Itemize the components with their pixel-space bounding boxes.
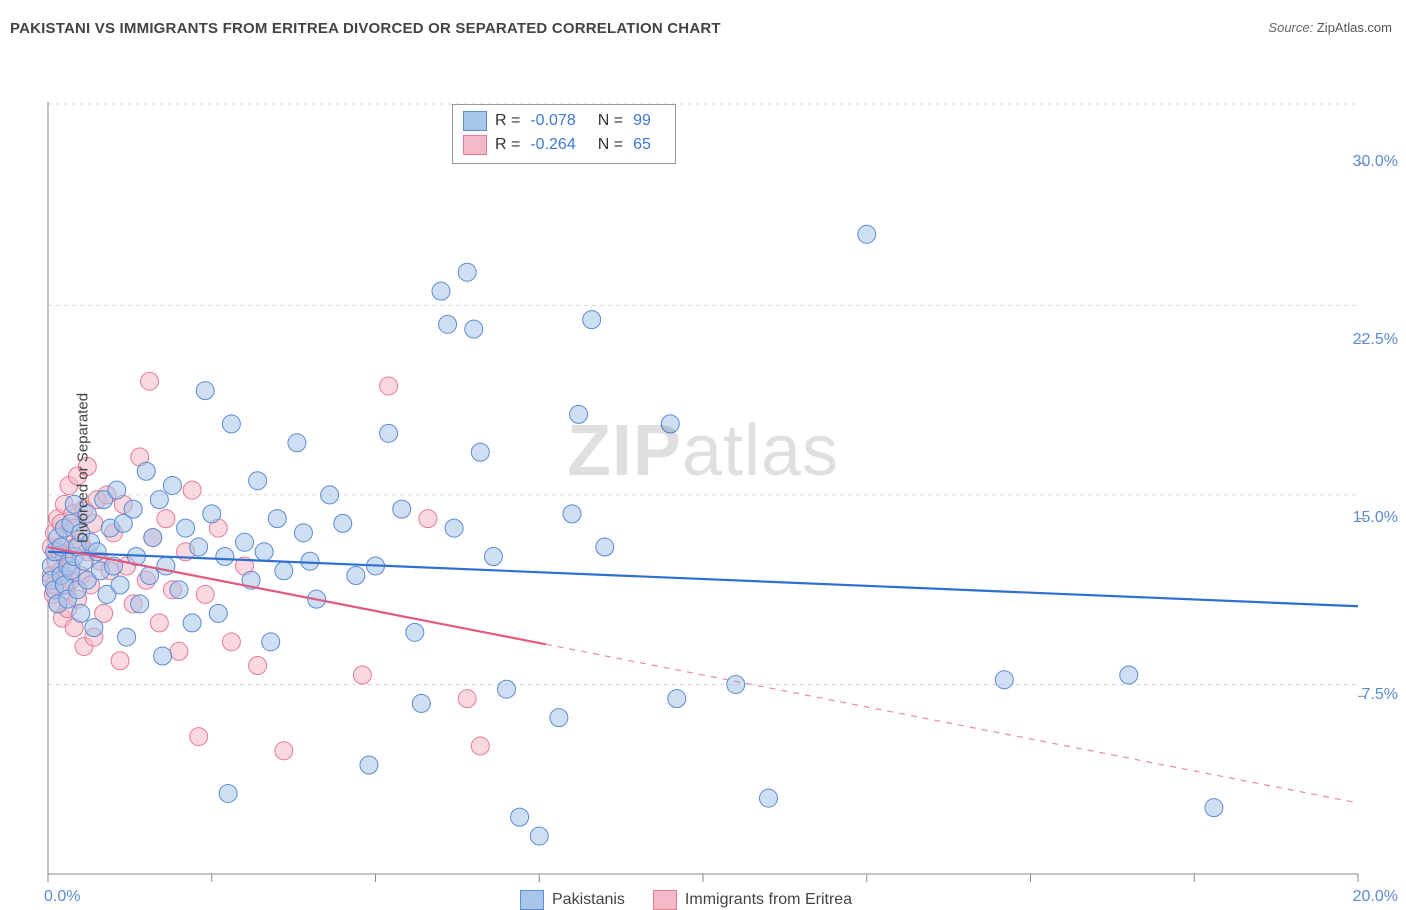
legend-r-b: -0.264 (530, 136, 575, 154)
legend-r-label: R = (495, 112, 520, 130)
page-title: PAKISTANI VS IMMIGRANTS FROM ERITREA DIV… (10, 20, 721, 37)
legend-label-a: Pakistanis (552, 891, 625, 909)
legend-n-label: N = (598, 112, 623, 130)
legend-stats: R = -0.078 N = 99 R = -0.264 N = 65 (452, 104, 676, 164)
source-label: Source: (1268, 20, 1313, 35)
y-tick-label: 15.0% (1353, 509, 1398, 527)
legend-stats-row-a: R = -0.078 N = 99 (463, 109, 665, 133)
legend-swatch-b (653, 890, 677, 910)
legend-series: Pakistanis Immigrants from Eritrea (520, 890, 852, 910)
legend-n-a: 99 (633, 112, 651, 130)
legend-swatch-a (463, 111, 487, 131)
y-tick-label: 7.5% (1362, 686, 1398, 704)
legend-item-b: Immigrants from Eritrea (653, 890, 852, 910)
legend-label-b: Immigrants from Eritrea (685, 891, 852, 909)
legend-item-a: Pakistanis (520, 890, 625, 910)
chart-area: Divorced or Separated ZIPatlas R = -0.07… (0, 44, 1406, 892)
legend-n-label: N = (598, 136, 623, 154)
y-axis-label: Divorced or Separated (75, 393, 92, 543)
legend-n-b: 65 (633, 136, 651, 154)
legend-r-a: -0.078 (530, 112, 575, 130)
x-tick-label: 20.0% (1353, 888, 1398, 906)
scatter-plot (0, 44, 1406, 892)
y-tick-label: 22.5% (1353, 331, 1398, 349)
source-credit: Source: ZipAtlas.com (1268, 20, 1392, 35)
legend-stats-row-b: R = -0.264 N = 65 (463, 133, 665, 157)
x-tick-label: 0.0% (44, 888, 80, 906)
legend-swatch-a (520, 890, 544, 910)
legend-r-label: R = (495, 136, 520, 154)
source-value: ZipAtlas.com (1317, 20, 1392, 35)
legend-swatch-b (463, 135, 487, 155)
y-tick-label: 30.0% (1353, 153, 1398, 171)
